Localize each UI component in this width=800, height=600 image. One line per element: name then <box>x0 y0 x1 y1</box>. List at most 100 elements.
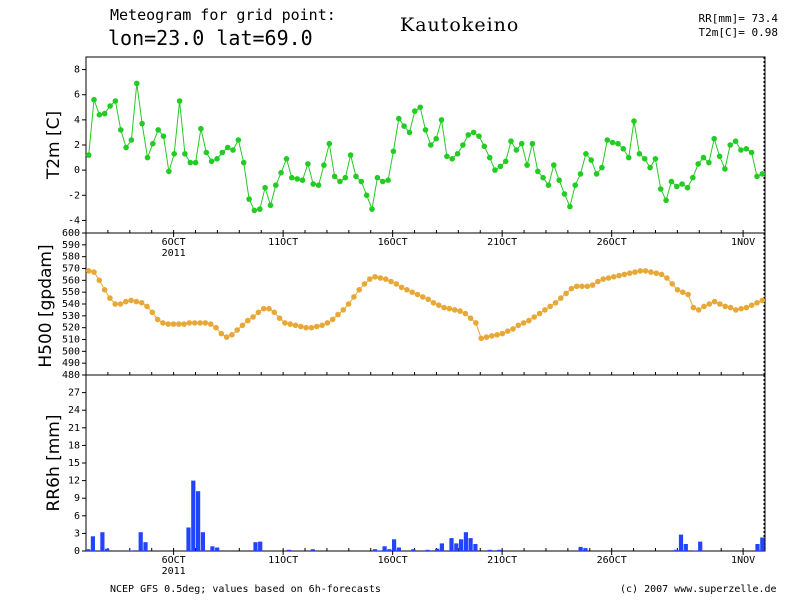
precip-bar <box>678 534 684 551</box>
data-point <box>326 140 333 147</box>
data-point <box>524 162 530 168</box>
data-point <box>128 137 135 143</box>
data-point <box>203 149 210 156</box>
h500-panel: H500 [gpdam] 480490500510520530540550560… <box>36 228 766 381</box>
precip-bar <box>210 546 215 551</box>
y-tick-label: 570 <box>62 264 80 275</box>
data-point <box>292 322 299 329</box>
x-tick-label: 11OCT <box>268 237 298 248</box>
y-tick-label: 530 <box>62 311 80 322</box>
data-point <box>181 321 187 327</box>
data-point <box>599 164 605 171</box>
data-point <box>356 287 363 293</box>
y-tick-label: 560 <box>62 275 80 286</box>
data-point <box>446 305 453 312</box>
rr6h-series <box>86 375 765 551</box>
data-point <box>117 301 124 307</box>
data-point <box>605 275 612 281</box>
data-point <box>414 291 421 298</box>
data-point <box>540 174 546 181</box>
data-point <box>499 330 506 337</box>
data-point <box>223 334 230 340</box>
y-tick-label: -4 <box>68 215 80 226</box>
data-point <box>287 321 294 327</box>
data-point <box>577 171 584 177</box>
data-point <box>388 278 394 285</box>
data-point <box>492 167 498 173</box>
data-point <box>267 202 274 209</box>
y-tick-label: 24 <box>68 405 80 416</box>
precip-bar <box>674 549 679 551</box>
data-point <box>695 161 701 167</box>
data-point <box>266 305 272 312</box>
data-point <box>759 171 766 177</box>
data-point <box>379 178 386 185</box>
data-point <box>340 307 347 313</box>
data-point <box>573 283 580 290</box>
data-point <box>329 316 336 323</box>
data-point <box>91 269 97 275</box>
data-point <box>367 276 373 282</box>
data-point <box>187 159 194 166</box>
data-point <box>700 154 707 161</box>
data-point <box>230 147 236 153</box>
data-point <box>754 173 760 180</box>
data-point <box>235 137 242 143</box>
data-point <box>588 157 594 163</box>
data-point <box>486 154 493 161</box>
t2m-x-ticks: 6OCT 11OCT 16OCT 21OCT 26OCT 1NOV 2011 <box>107 230 755 259</box>
y-tick-label: 12 <box>68 476 80 487</box>
data-point <box>245 317 251 324</box>
data-point <box>430 300 437 306</box>
data-point <box>250 314 256 320</box>
data-point <box>604 137 611 143</box>
data-point <box>526 317 532 324</box>
data-point <box>208 158 215 165</box>
precip-bar <box>143 542 148 551</box>
data-point <box>754 300 760 306</box>
data-point <box>358 178 365 185</box>
data-point <box>647 164 653 171</box>
data-point <box>213 324 219 331</box>
data-point <box>404 287 410 293</box>
y-tick-label: 0 <box>74 165 80 176</box>
y-tick-label: 6 <box>74 511 80 522</box>
data-point <box>701 303 707 310</box>
header-title: Meteogram for grid point: <box>110 6 336 24</box>
data-point <box>255 309 262 316</box>
data-point <box>674 183 680 190</box>
data-point <box>433 135 440 142</box>
data-point <box>457 308 463 314</box>
data-point <box>361 281 368 287</box>
data-point <box>425 296 432 303</box>
data-point <box>535 168 541 175</box>
data-point <box>733 307 739 313</box>
data-point <box>615 140 621 147</box>
data-point <box>342 174 349 181</box>
data-point <box>155 127 161 133</box>
precip-bar <box>439 543 444 551</box>
data-point <box>695 307 702 313</box>
rr6h-x-ticks: 6OCT 11OCT 16OCT 21OCT 26OCT 1NOV 2011 <box>107 548 755 577</box>
data-point <box>579 283 585 290</box>
data-point <box>465 132 472 138</box>
precip-bar <box>105 548 110 551</box>
data-point <box>462 310 469 317</box>
y-tick-label: 15 <box>68 458 80 469</box>
data-point <box>478 335 485 342</box>
data-point <box>470 129 477 136</box>
data-point <box>289 174 295 181</box>
data-point <box>508 138 514 144</box>
x-tick-label: 26OCT <box>597 237 627 248</box>
y-tick-label: 6 <box>74 90 80 101</box>
data-point <box>716 153 723 160</box>
data-point <box>748 149 755 156</box>
t2m-y-ticks: -4 -2 0 2 4 6 8 <box>68 65 86 226</box>
y-tick-label: 8 <box>74 65 80 76</box>
data-point <box>547 303 553 310</box>
data-point <box>335 311 341 318</box>
data-point <box>680 289 686 296</box>
data-point <box>510 326 516 332</box>
data-point <box>337 178 343 185</box>
data-point <box>112 98 119 104</box>
